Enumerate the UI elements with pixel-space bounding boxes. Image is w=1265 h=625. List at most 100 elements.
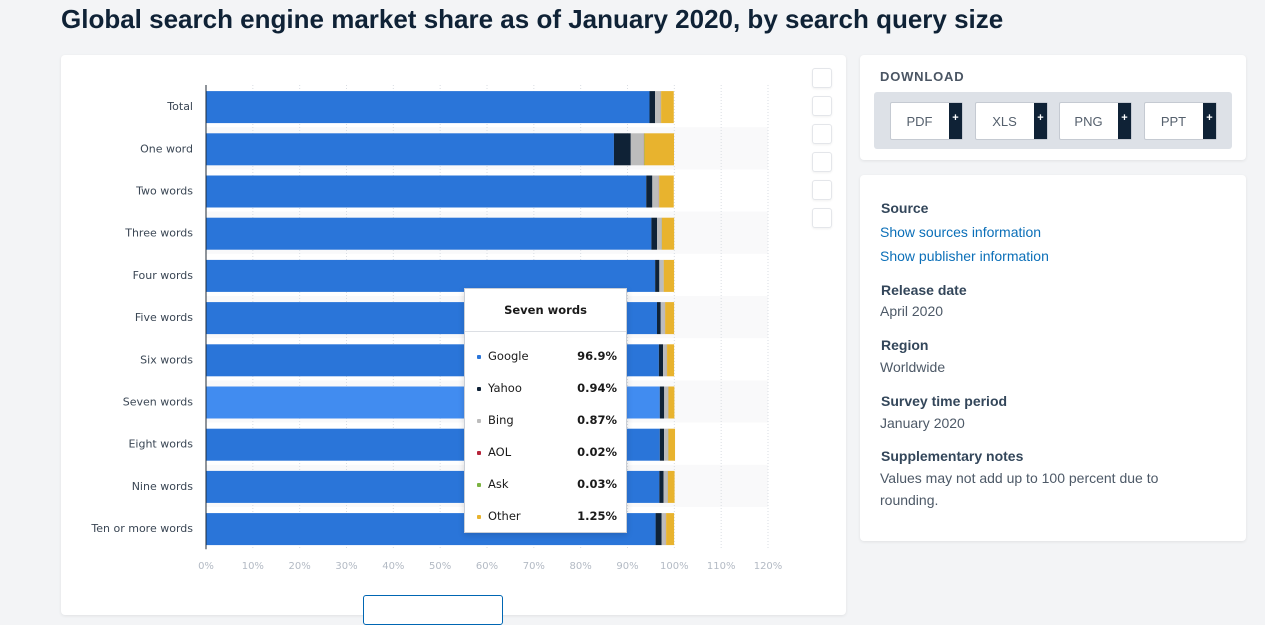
bar-segment-yahoo [646,176,652,208]
bar-segment-bing [631,133,644,165]
y-category-label: Eight words [128,438,193,451]
y-category-label: Nine words [132,480,194,493]
x-tick-label: 60% [476,561,498,572]
y-category-label: Four words [133,269,194,282]
x-tick-label: 70% [523,561,545,572]
info-button[interactable] [812,152,832,172]
x-tick-label: 40% [382,561,404,572]
x-tick-label: 0% [198,561,214,572]
share-button[interactable] [812,124,832,144]
x-tick-label: 80% [570,561,592,572]
x-tick-label: 50% [429,561,451,572]
download-card: DOWNLOAD PDF + XLS + PNG + PPT + [860,55,1246,160]
tooltip-series-name: Other [488,509,521,523]
bar-segment-other [664,260,674,292]
plus-icon: + [949,103,962,139]
region-value: Worldwide [880,356,1210,378]
supplementary-notes-value: Values may not add up to 100 percent due… [880,467,1210,511]
download-png-label: PNG [1060,114,1117,129]
bar-segment-yahoo [659,344,663,376]
y-category-label: Three words [124,227,193,240]
bar-segment-other [661,91,674,123]
download-ppt-label: PPT [1145,114,1202,129]
tooltip-series-value: 0.02% [577,445,617,459]
y-category-label: Six words [140,353,193,366]
print-button[interactable] [812,180,832,200]
bar-segment-yahoo [655,260,659,292]
bar-segment-yahoo [657,302,661,334]
bar-segment-yahoo [656,513,662,545]
bar-segment-yahoo [660,387,664,419]
tooltip-series-name: Bing [488,413,514,427]
tooltip-series-name: Yahoo [488,381,522,395]
bar-segment-yahoo [659,471,663,503]
bar-segment-google [206,91,650,123]
stacked-bar-chart: 0%10%20%30%40%50%60%70%80%90%100%110%120… [61,55,846,600]
bar-segment-other [659,176,674,208]
x-tick-label: 20% [289,561,311,572]
tooltip-series-value: 0.03% [577,477,617,491]
tooltip-row-aol: AOL 0.02% [475,445,617,461]
tooltip-series-value: 0.94% [577,381,617,395]
bar-segment-other [665,302,674,334]
show-sources-link[interactable]: Show sources information [880,224,1041,240]
bar-segment-other [668,429,675,461]
x-tick-label: 120% [754,561,783,572]
supplementary-notes-label: Supplementary notes [881,448,1023,464]
tooltip-series-name: Ask [488,477,509,491]
bar-segment-other [669,387,675,419]
series-dot-icon [477,387,481,391]
download-pdf-label: PDF [891,114,948,129]
bar-segment-bing [664,429,668,461]
download-xls-button[interactable]: XLS + [975,102,1048,140]
bar-segment-yahoo [651,218,657,250]
settings-button[interactable] [812,96,832,116]
page-title: Global search engine market share as of … [61,4,1003,35]
tooltip-row-google: Google 96.9% [475,349,617,365]
bar-segment-other [667,344,674,376]
download-pdf-button[interactable]: PDF + [890,102,963,140]
chart-toolbar [812,68,834,236]
x-tick-label: 90% [616,561,638,572]
fullscreen-button[interactable] [812,208,832,228]
y-category-label: Seven words [123,396,194,409]
bookmark-button[interactable] [812,68,832,88]
download-ppt-button[interactable]: PPT + [1144,102,1217,140]
series-dot-icon [477,483,481,487]
bar-segment-bing [664,387,668,419]
bar-segment-bing [662,513,666,545]
tooltip-row-ask: Ask 0.03% [475,477,617,493]
series-dot-icon [477,419,481,423]
statistic-info-card: Source Show sources information Show pub… [860,175,1246,541]
y-category-label: Ten or more words [90,522,193,535]
x-tick-label: 10% [242,561,264,572]
download-title: DOWNLOAD [880,69,964,84]
bar-segment-bing [661,302,665,334]
bar-segment-bing [652,176,659,208]
x-tick-label: 110% [707,561,736,572]
y-category-label: One word [140,142,193,155]
download-bar: PDF + XLS + PNG + PPT + [874,92,1232,149]
bar-segment-google [206,218,651,250]
bar-segment-other [662,218,674,250]
bar-segment-bing [657,218,662,250]
bar-segment-google [206,176,646,208]
x-tick-label: 30% [335,561,357,572]
bar-segment-bing [663,344,667,376]
show-publisher-link[interactable]: Show publisher information [880,248,1049,264]
source-label: Source [881,200,928,216]
region-label: Region [881,337,928,353]
bar-segment-other [668,471,675,503]
y-category-label: Two words [135,185,193,198]
survey-period-value: January 2020 [880,412,1210,434]
download-png-button[interactable]: PNG + [1059,102,1132,140]
plus-icon: + [1034,103,1047,139]
plus-icon: + [1203,103,1216,139]
chart-action-button[interactable] [363,595,503,625]
tooltip-series-value: 0.87% [577,413,617,427]
release-date-label: Release date [881,282,967,298]
release-date-value: April 2020 [880,300,1210,322]
bar-segment-bing [655,91,661,123]
chart-tooltip: Seven words Google 96.9% Yahoo 0.94% Bin… [464,288,627,533]
bar-segment-yahoo [614,133,631,165]
